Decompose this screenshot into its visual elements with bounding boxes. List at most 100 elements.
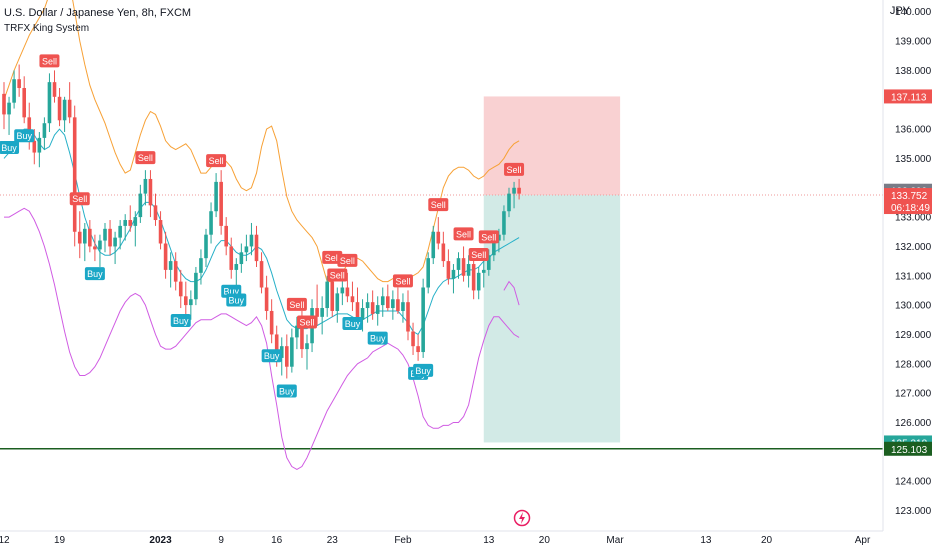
- candle-body[interactable]: [209, 211, 213, 235]
- candle-body[interactable]: [52, 82, 57, 97]
- candle-body[interactable]: [72, 117, 77, 232]
- candle-body[interactable]: [421, 287, 425, 353]
- candle-body[interactable]: [158, 220, 163, 244]
- sell-signal-label-bg[interactable]: [322, 250, 343, 264]
- candle-body[interactable]: [133, 217, 138, 226]
- sell-signal-label-bg[interactable]: [286, 297, 307, 311]
- candle-body[interactable]: [264, 287, 269, 311]
- candle-body[interactable]: [194, 272, 198, 300]
- sell-signal-label-bg[interactable]: [206, 154, 227, 168]
- candle-body[interactable]: [143, 178, 148, 194]
- candle-body[interactable]: [471, 264, 476, 291]
- sell-signal-label-bg[interactable]: [453, 227, 474, 241]
- sell-signal-label-bg[interactable]: [504, 162, 525, 176]
- candle-body[interactable]: [93, 246, 97, 250]
- candle-body[interactable]: [335, 293, 340, 311]
- candle-body[interactable]: [456, 258, 461, 270]
- candle-body[interactable]: [199, 258, 203, 273]
- buy-signal-label-bg[interactable]: [413, 363, 434, 377]
- candle-body[interactable]: [184, 296, 188, 306]
- sell-signal-label-bg[interactable]: [392, 274, 413, 288]
- sell-signal-label-bg[interactable]: [297, 315, 317, 329]
- candle-body[interactable]: [345, 287, 350, 297]
- candle-body[interactable]: [118, 225, 122, 238]
- sell-signal-label-bg[interactable]: [428, 198, 449, 212]
- candle-body[interactable]: [487, 255, 491, 270]
- candle-body[interactable]: [476, 272, 481, 291]
- candle-body[interactable]: [128, 220, 133, 226]
- sell-signal-label-bg[interactable]: [39, 54, 60, 68]
- buy-signal-label-bg[interactable]: [84, 267, 105, 281]
- candle-body[interactable]: [502, 211, 506, 235]
- candle-body[interactable]: [396, 299, 400, 311]
- candle-body[interactable]: [411, 331, 415, 347]
- sell-signal-label-bg[interactable]: [337, 253, 358, 267]
- candle-body[interactable]: [360, 308, 365, 320]
- candle-body[interactable]: [148, 178, 153, 206]
- take-profit-zone[interactable]: [483, 195, 621, 443]
- candle-body[interactable]: [189, 299, 193, 306]
- candle-body[interactable]: [138, 193, 143, 218]
- candle-body[interactable]: [17, 79, 21, 89]
- candle-body[interactable]: [178, 281, 183, 297]
- candle-body[interactable]: [446, 261, 451, 279]
- candle-body[interactable]: [113, 237, 117, 247]
- candle-body[interactable]: [330, 281, 335, 311]
- candle-body[interactable]: [461, 258, 466, 276]
- candle-body[interactable]: [168, 261, 173, 270]
- candle-body[interactable]: [305, 343, 309, 350]
- candle-body[interactable]: [77, 231, 82, 244]
- candle-body[interactable]: [416, 346, 420, 353]
- candle-body[interactable]: [22, 88, 26, 118]
- candle-body[interactable]: [441, 243, 446, 262]
- candle-body[interactable]: [375, 305, 380, 314]
- candle-body[interactable]: [370, 302, 375, 314]
- candle-body[interactable]: [350, 296, 355, 303]
- candle-body[interactable]: [224, 225, 228, 247]
- candle-body[interactable]: [123, 220, 127, 226]
- candle-body[interactable]: [173, 261, 178, 282]
- buy-signal-label-bg[interactable]: [226, 293, 247, 307]
- candle-body[interactable]: [7, 102, 11, 115]
- buy-signal-label-bg[interactable]: [14, 129, 35, 143]
- candle-body[interactable]: [507, 193, 511, 212]
- buy-signal-label-bg[interactable]: [170, 314, 191, 328]
- candle-body[interactable]: [27, 117, 32, 141]
- candle-body[interactable]: [497, 234, 501, 241]
- candle-body[interactable]: [512, 187, 516, 194]
- candle-body[interactable]: [386, 296, 390, 309]
- candle-body[interactable]: [325, 281, 329, 309]
- candle-body[interactable]: [12, 79, 16, 103]
- candle-body[interactable]: [451, 269, 456, 279]
- candle-body[interactable]: [300, 325, 304, 350]
- sell-signal-label-bg[interactable]: [478, 230, 499, 244]
- candle-body[interactable]: [98, 240, 102, 250]
- buy-signal-label-bg[interactable]: [261, 349, 282, 363]
- candle-body[interactable]: [153, 205, 158, 221]
- candle-body[interactable]: [492, 240, 496, 256]
- candle-body[interactable]: [254, 234, 259, 262]
- candle-body[interactable]: [219, 181, 223, 226]
- sell-signal-label-bg[interactable]: [468, 247, 489, 261]
- candle-body[interactable]: [481, 269, 486, 273]
- candle-body[interactable]: [244, 246, 249, 253]
- stop-loss-zone[interactable]: [483, 96, 621, 196]
- candle-body[interactable]: [274, 334, 279, 358]
- buy-signal-label-bg[interactable]: [0, 140, 20, 154]
- candle-body[interactable]: [295, 325, 299, 338]
- candle-body[interactable]: [83, 228, 87, 244]
- candle-body[interactable]: [269, 310, 274, 335]
- candle-body[interactable]: [2, 93, 6, 115]
- candle-body[interactable]: [204, 234, 208, 259]
- candle-body[interactable]: [57, 96, 62, 121]
- candle-body[interactable]: [466, 264, 471, 276]
- candle-body[interactable]: [391, 299, 395, 309]
- candle-body[interactable]: [32, 140, 37, 153]
- candle-body[interactable]: [163, 243, 168, 270]
- buy-signal-label-bg[interactable]: [342, 316, 363, 330]
- candle-body[interactable]: [214, 181, 218, 212]
- candle-body[interactable]: [234, 264, 239, 270]
- candle-body[interactable]: [436, 231, 441, 244]
